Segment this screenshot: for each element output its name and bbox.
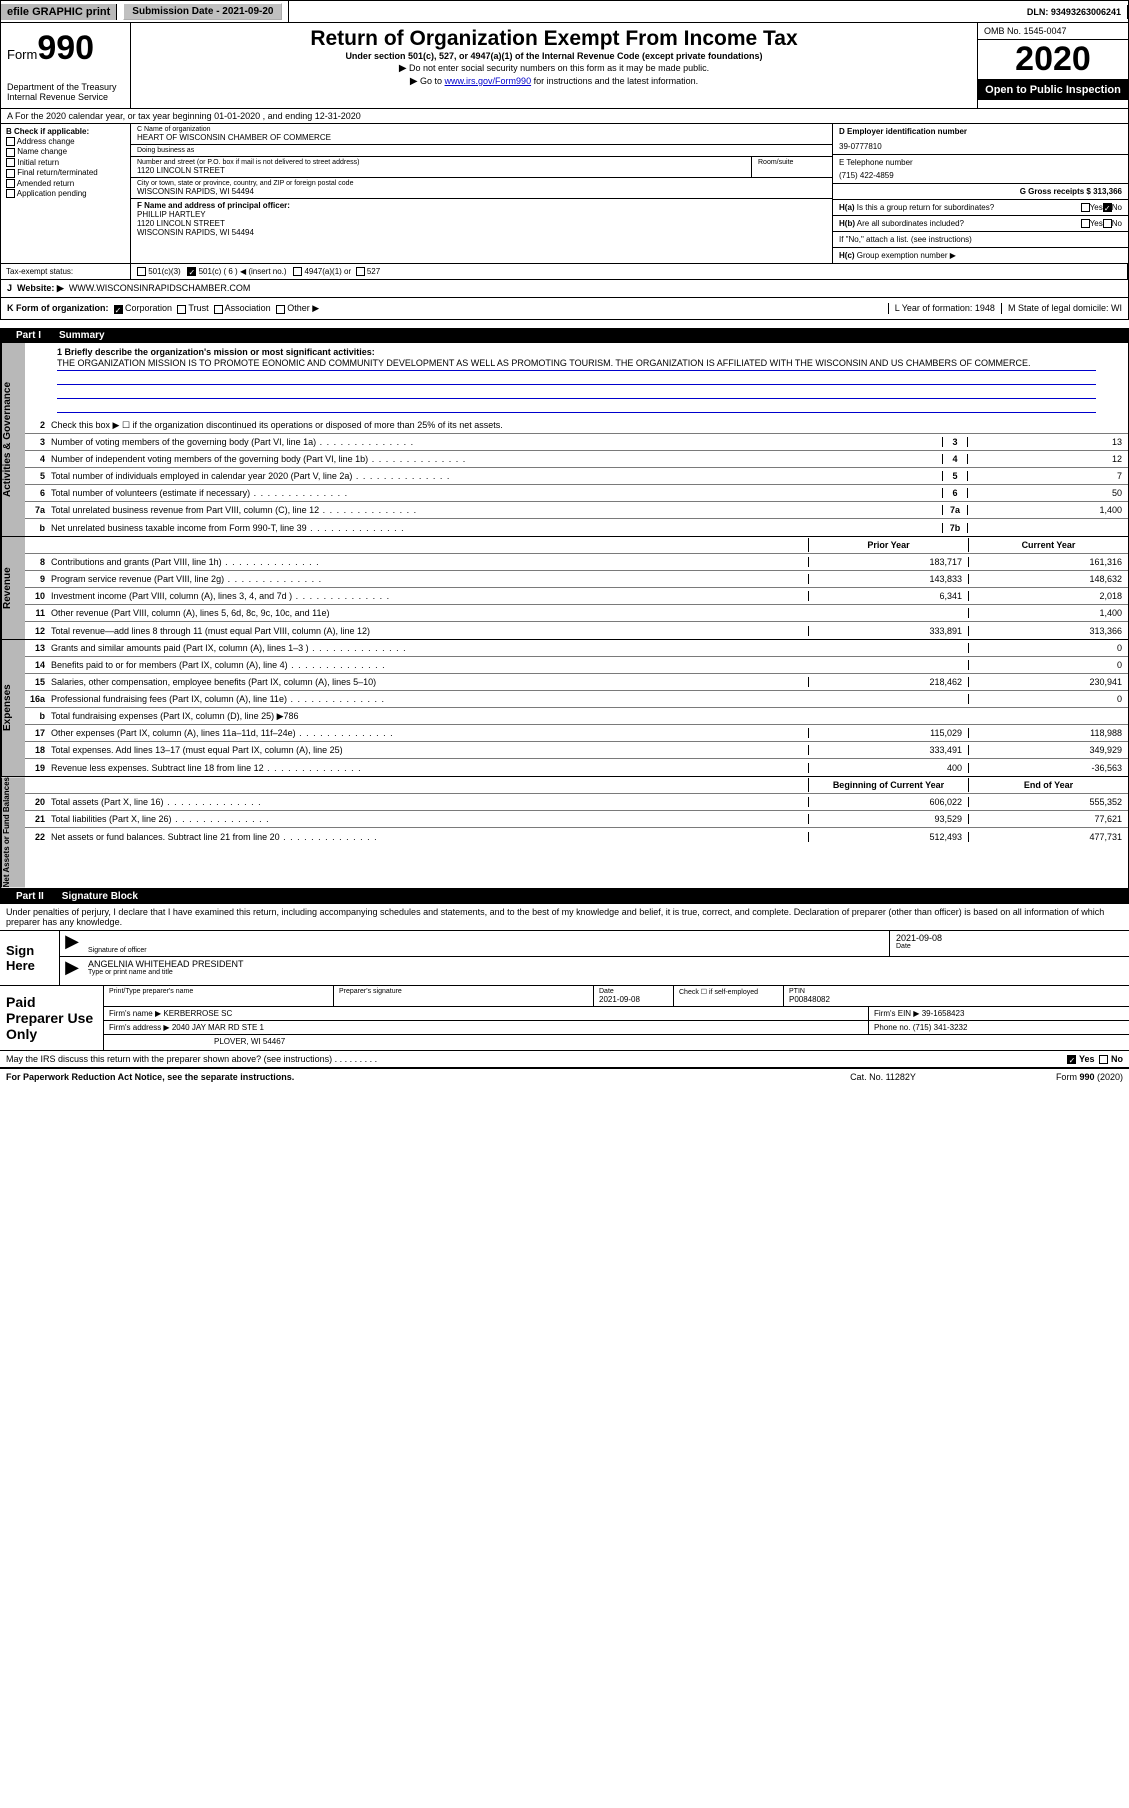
title-cell: Return of Organization Exempt From Incom…: [131, 23, 978, 108]
officer-addr2: WISCONSIN RAPIDS, WI 54494: [137, 228, 826, 237]
chk-other[interactable]: [276, 305, 285, 314]
val-7a: 1,400: [968, 505, 1128, 515]
chk-final-return[interactable]: [6, 169, 15, 178]
chk-501c3[interactable]: [137, 267, 146, 276]
section-a: A For the 2020 calendar year, or tax yea…: [0, 109, 1129, 124]
efile-label: efile GRAPHIC print: [1, 4, 117, 20]
chk-hb-no[interactable]: [1103, 219, 1112, 228]
col-b-checkboxes: B Check if applicable: Address change Na…: [1, 124, 131, 263]
header-bar: efile GRAPHIC print Submission Date - 20…: [0, 0, 1129, 23]
chk-address-change[interactable]: [6, 137, 15, 146]
chk-amended[interactable]: [6, 179, 15, 188]
chk-ha-no[interactable]: ✓: [1103, 203, 1112, 212]
part1-header: Part I Summary: [0, 328, 1129, 343]
expenses-section: Expenses 13Grants and similar amounts pa…: [0, 640, 1129, 777]
title-row: Form990 Department of the Treasury Inter…: [0, 23, 1129, 109]
chk-501c[interactable]: ✓: [187, 267, 196, 276]
activities-section: Activities & Governance 1 Briefly descri…: [0, 343, 1129, 537]
info-grid: B Check if applicable: Address change Na…: [0, 124, 1129, 264]
org-name: HEART OF WISCONSIN CHAMBER OF COMMERCE: [137, 133, 826, 142]
side-expenses: Expenses: [1, 640, 25, 776]
omb-cell: OMB No. 1545-0047 2020 Open to Public In…: [978, 23, 1128, 108]
dept-irs: Internal Revenue Service: [7, 92, 124, 102]
omb-number: OMB No. 1545-0047: [978, 23, 1128, 40]
sig-declaration: Under penalties of perjury, I declare th…: [0, 904, 1129, 930]
chk-4947[interactable]: [293, 267, 302, 276]
ptin: P00848082: [789, 995, 1124, 1004]
discuss-row: May the IRS discuss this return with the…: [0, 1050, 1129, 1067]
firm-ein: 39-1658423: [922, 1009, 965, 1018]
chk-ha-yes[interactable]: [1081, 203, 1090, 212]
part2-header: Part II Signature Block: [0, 889, 1129, 904]
preparer-row: Paid Preparer Use Only Print/Type prepar…: [0, 985, 1129, 1050]
form-ref: Form 990 (2020): [963, 1072, 1123, 1082]
officer-name: PHILLIP HARTLEY: [137, 210, 826, 219]
chk-corp[interactable]: ✓: [114, 305, 123, 314]
val-6: 50: [968, 488, 1128, 498]
gross-receipts: G Gross receipts $ 313,366: [839, 187, 1122, 196]
org-city: WISCONSIN RAPIDS, WI 54494: [137, 187, 826, 196]
val-4: 12: [968, 454, 1128, 464]
firm-name: KERBERROSE SC: [163, 1009, 232, 1018]
form-title: Return of Organization Exempt From Incom…: [139, 27, 969, 51]
form-number-cell: Form990 Department of the Treasury Inter…: [1, 23, 131, 108]
officer-addr1: 1120 LINCOLN STREET: [137, 219, 826, 228]
org-address: 1120 LINCOLN STREET: [137, 166, 745, 175]
open-public: Open to Public Inspection: [978, 80, 1128, 100]
instructions-link[interactable]: www.irs.gov/Form990: [445, 76, 532, 86]
side-netassets: Net Assets or Fund Balances: [1, 777, 25, 887]
firm-phone: (715) 341-3232: [913, 1023, 968, 1032]
chk-name-change[interactable]: [6, 148, 15, 157]
k-row: K Form of organization: ✓ Corporation Tr…: [0, 298, 1129, 320]
col-mid: C Name of organization HEART OF WISCONSI…: [131, 124, 833, 263]
chk-app-pending[interactable]: [6, 189, 15, 198]
sig-arrow-icon: ▶: [60, 931, 84, 956]
submission-date: Submission Date - 2021-09-20: [117, 1, 289, 22]
netassets-section: Net Assets or Fund Balances Beginning of…: [0, 777, 1129, 888]
chk-527[interactable]: [356, 267, 365, 276]
revenue-section: Revenue Prior YearCurrent Year 8Contribu…: [0, 537, 1129, 640]
chk-assoc[interactable]: [214, 305, 223, 314]
form-subtitle: Under section 501(c), 527, or 4947(a)(1)…: [139, 51, 969, 61]
website-url: WWW.WISCONSINRAPIDSCHAMBER.COM: [69, 283, 251, 293]
chk-hb-yes[interactable]: [1081, 219, 1090, 228]
sig-arrow-icon: ▶: [60, 957, 84, 978]
side-revenue: Revenue: [1, 537, 25, 639]
dept-treasury: Department of the Treasury: [7, 82, 124, 92]
tax-exempt-row: Tax-exempt status: 501(c)(3) ✓ 501(c) ( …: [0, 264, 1129, 280]
tax-year: 2020: [978, 40, 1128, 80]
cat-no: Cat. No. 11282Y: [803, 1072, 963, 1082]
ein: 39-0777810: [839, 142, 1122, 151]
val-3: 13: [968, 437, 1128, 447]
val-5: 7: [968, 471, 1128, 481]
chk-discuss-yes[interactable]: ✓: [1067, 1055, 1076, 1064]
officer-signed-name: ANGELNIA WHITEHEAD PRESIDENT: [88, 959, 1125, 969]
firm-addr2: PLOVER, WI 54467: [104, 1035, 1129, 1048]
year-formation: L Year of formation: 1948: [888, 303, 1001, 314]
footer-row: For Paperwork Reduction Act Notice, see …: [0, 1067, 1129, 1085]
firm-addr1: 2040 JAY MAR RD STE 1: [172, 1023, 264, 1032]
website-row: J Website: ▶ WWW.WISCONSINRAPIDSCHAMBER.…: [0, 280, 1129, 298]
chk-initial-return[interactable]: [6, 158, 15, 167]
sign-here-row: Sign Here ▶ Signature of officer 2021-09…: [0, 930, 1129, 985]
chk-discuss-no[interactable]: [1099, 1055, 1108, 1064]
telephone: (715) 422-4859: [839, 171, 1122, 180]
side-activities: Activities & Governance: [1, 343, 25, 536]
state-domicile: M State of legal domicile: WI: [1001, 303, 1122, 314]
dln: DLN: 93493263006241: [1021, 5, 1128, 19]
mission-text: THE ORGANIZATION MISSION IS TO PROMOTE E…: [57, 357, 1096, 371]
chk-trust[interactable]: [177, 305, 186, 314]
col-right: D Employer identification number 39-0777…: [833, 124, 1128, 263]
